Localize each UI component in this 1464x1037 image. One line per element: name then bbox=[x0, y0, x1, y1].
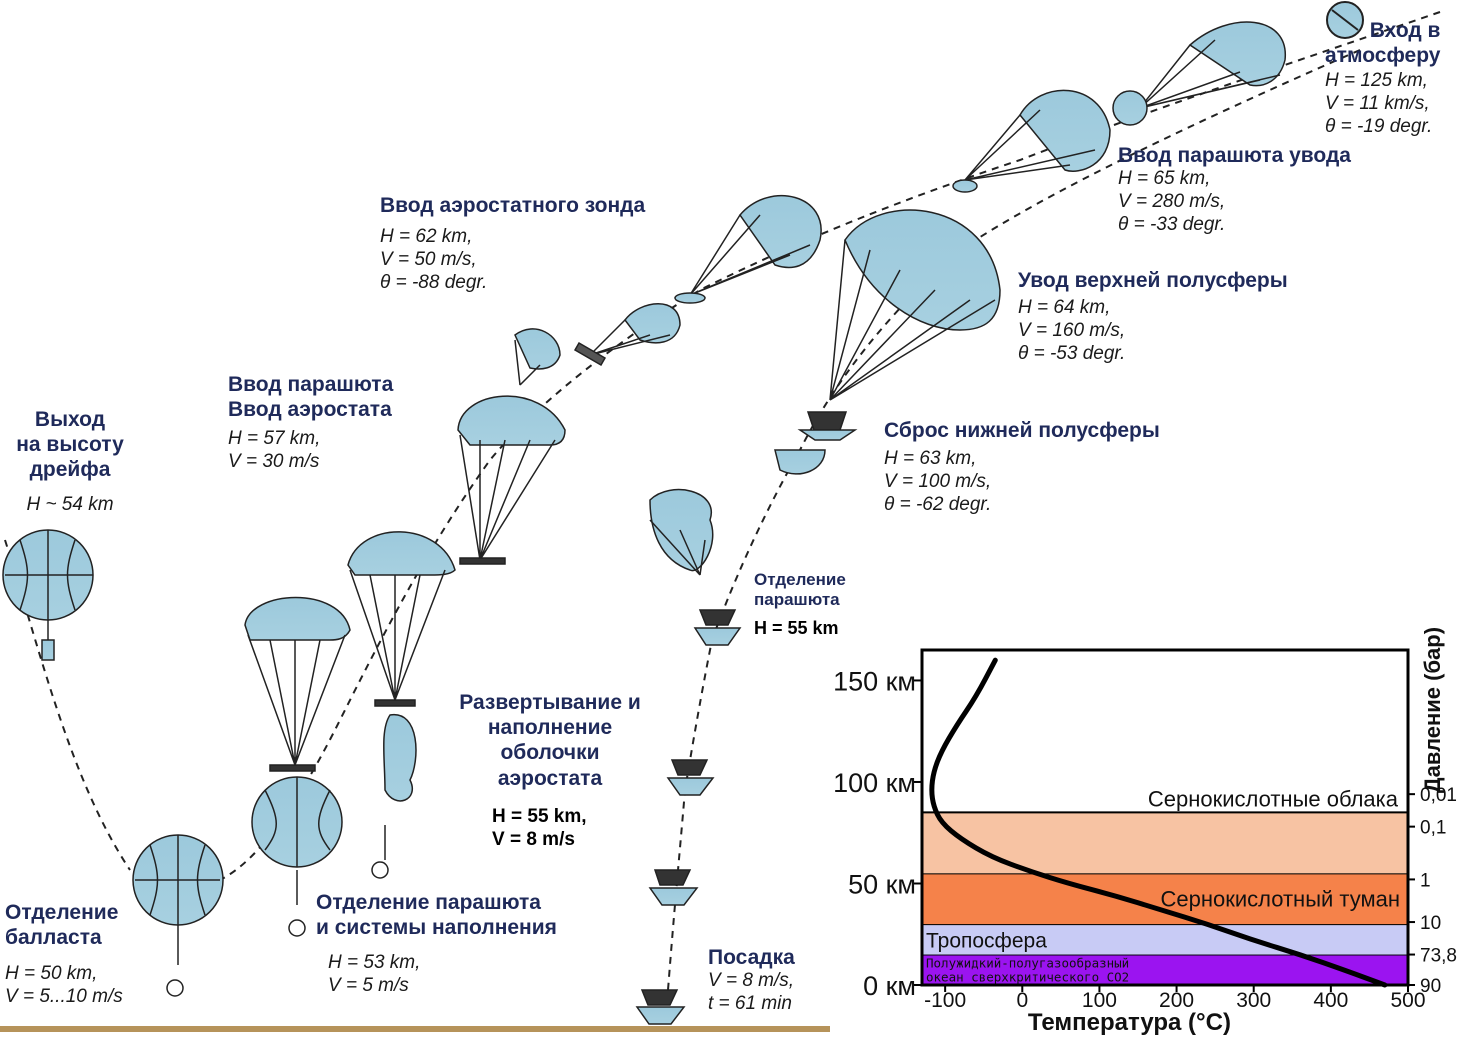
landing-title: Посадка bbox=[708, 946, 795, 969]
deploy-params: H = 55 km, V = 8 m/s bbox=[492, 806, 587, 850]
x-tick-label-1: 0 bbox=[1016, 989, 1028, 1012]
x-tick-label-5: 400 bbox=[1313, 989, 1348, 1012]
trajectory-lines bbox=[4, 11, 1441, 991]
drogue-params: H = 65 km, V = 280 m/s, θ = -33 degr. bbox=[1118, 168, 1226, 235]
pressure-tick-label-0: 90 bbox=[1420, 976, 1441, 997]
atmosphere-band-3 bbox=[922, 812, 1408, 874]
pressure-tick-label-2: 10 bbox=[1420, 913, 1441, 934]
drogue-chute-group bbox=[1112, 21, 1286, 126]
main-chute-middle bbox=[457, 395, 714, 576]
drift-title: Выход на высоту дрейфа bbox=[16, 408, 124, 482]
sonde-params: H = 62 km, V = 50 m/s, θ = -88 degr. bbox=[380, 226, 488, 293]
drift-params: H ~ 54 km bbox=[26, 494, 114, 515]
y-tick-label-0: 0 км bbox=[863, 971, 916, 1001]
x-tick-label-0: -100 bbox=[924, 989, 966, 1012]
aerostat-params: H = 57 km, V = 30 m/s bbox=[228, 428, 321, 472]
separation-title: Отделение парашюта и системы наполнения bbox=[316, 891, 557, 940]
lower-title: Сброс нижней полусферы bbox=[884, 419, 1160, 442]
temperature-curve bbox=[929, 657, 1388, 988]
chute-sep-params: H = 55 km bbox=[754, 618, 839, 638]
pressure-axis-label: Давление (бар) bbox=[1420, 627, 1445, 793]
atmosphere-band-1 bbox=[922, 924, 1408, 955]
ballast-params: H = 50 km, V = 5...10 m/s bbox=[5, 963, 123, 1007]
lower-params: H = 63 km, V = 100 m/s, θ = -62 degr. bbox=[884, 448, 992, 515]
sonde-chute bbox=[514, 194, 822, 386]
x-tick-label-3: 200 bbox=[1159, 989, 1194, 1012]
descent-probes bbox=[635, 609, 742, 1025]
ballast-title: Отделение балласта bbox=[5, 901, 119, 950]
atmosphere-band-2 bbox=[922, 873, 1408, 925]
inflation-chute bbox=[244, 596, 351, 937]
band-label-ocean-1: Полужидкий-полугазообразный bbox=[926, 956, 1129, 971]
aerostat-chute bbox=[347, 531, 456, 879]
x-tick-label-2: 100 bbox=[1082, 989, 1117, 1012]
separation-params: H = 53 km, V = 5 m/s bbox=[328, 952, 421, 996]
x-axis-label: Температура (°C) bbox=[1028, 1009, 1231, 1036]
y-tick-label-3: 150 км bbox=[833, 666, 916, 696]
band-label-fog: Сернокислотный туман bbox=[1160, 887, 1400, 912]
entry-params: H = 125 km, V = 11 km/s, θ = -19 degr. bbox=[1325, 70, 1433, 137]
pressure-tick-label-3: 1 bbox=[1420, 870, 1431, 891]
landing-params: V = 8 m/s, t = 61 min bbox=[708, 970, 795, 1014]
main-chute-large bbox=[774, 209, 1001, 475]
upper-title: Увод верхней полусферы bbox=[1018, 269, 1288, 292]
y-tick-label-2: 100 км bbox=[833, 768, 916, 798]
pressure-tick-label-1: 73,8 bbox=[1420, 946, 1457, 967]
chart-frame bbox=[920, 648, 1410, 987]
chute-sep-title: Отделение парашюта bbox=[754, 570, 846, 610]
aerostat-title: Ввод парашюта Ввод аэростата bbox=[228, 373, 394, 422]
ground-line bbox=[0, 1026, 830, 1032]
deploy-title: Развертывание и наполнение оболочки аэроста… bbox=[459, 691, 641, 790]
pressure-tick-label-5: 0,01 bbox=[1420, 785, 1457, 806]
y-tick-label-1: 50 км bbox=[848, 869, 916, 899]
drift-balloon bbox=[2, 529, 94, 661]
pressure-tick-label-4: 0,1 bbox=[1420, 818, 1446, 839]
ballast-balloon bbox=[132, 834, 224, 997]
sonde-title: Ввод аэростатного зонда bbox=[380, 194, 646, 217]
atmosphere-band-0 bbox=[922, 954, 1408, 985]
entry-title: Вход в атмосферу bbox=[1325, 19, 1441, 68]
x-tick-label-4: 300 bbox=[1236, 989, 1271, 1012]
band-label-ocean-2: океан сверхкритического CO2 bbox=[926, 970, 1129, 985]
x-tick-label-6: 500 bbox=[1390, 989, 1425, 1012]
drogue-title: Ввод парашюта увода bbox=[1118, 144, 1351, 167]
band-label-troposphere: Тропосфера bbox=[926, 929, 1047, 952]
upper-hemisphere-chute bbox=[952, 89, 1111, 193]
upper-params: H = 64 km, V = 160 m/s, θ = -53 degr. bbox=[1018, 297, 1126, 364]
cloud-band-label: Сернокислотные облака bbox=[1148, 786, 1399, 811]
